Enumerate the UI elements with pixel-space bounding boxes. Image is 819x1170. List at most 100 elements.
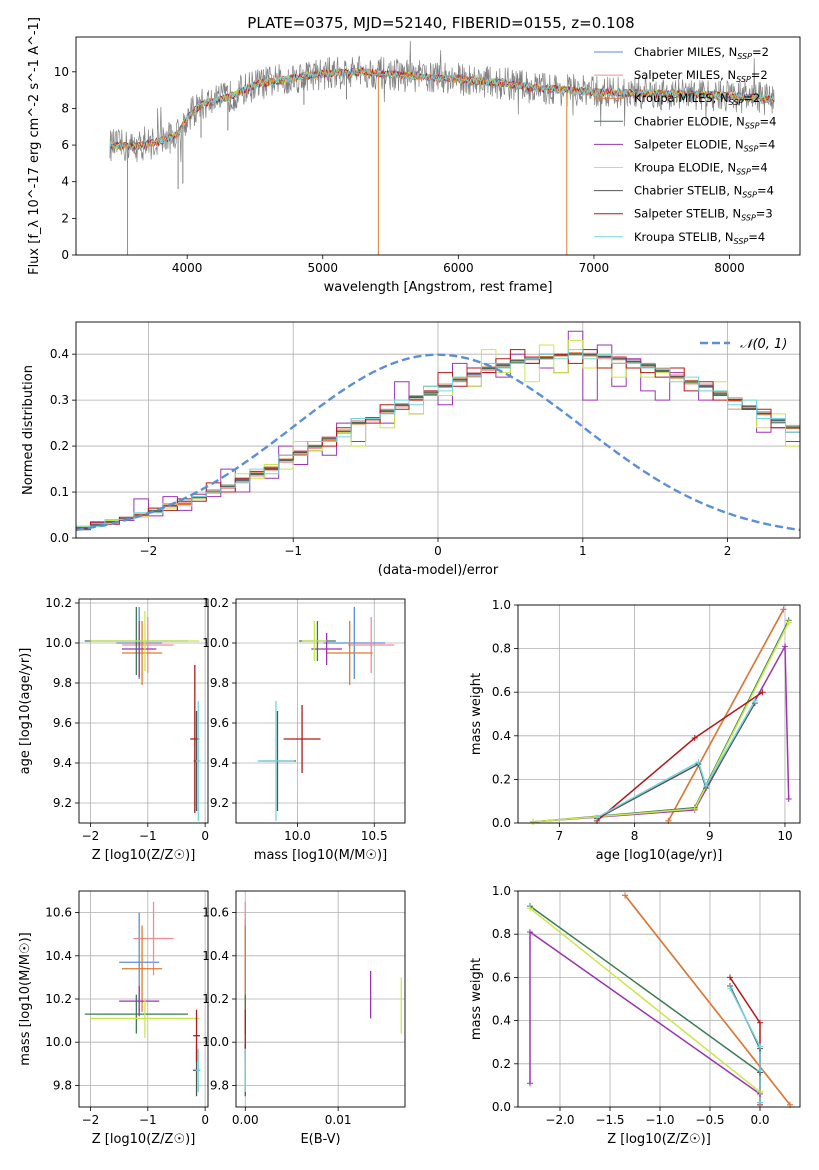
weight-line-salpeter-elodie [532, 643, 790, 823]
weight-marker [757, 1043, 763, 1050]
y-axis-label: age [log10(age/yr)] [18, 648, 33, 775]
y-tick-label: 10.0 [202, 1035, 229, 1049]
x-tick-label: −2 [82, 1113, 100, 1127]
spectrum-legend: Chabrier MILES, NSSP=2 Salpeter MILES, NS… [594, 45, 776, 246]
plot-area [84, 901, 201, 1097]
x-tick-label: 7 [556, 829, 564, 843]
weight-marker [527, 1080, 533, 1087]
weight-marker [727, 974, 733, 981]
plot-area [84, 607, 201, 821]
y-tick-label: 10.4 [202, 949, 229, 963]
y-tick-label: 10.0 [45, 636, 72, 650]
weight-marker [695, 758, 702, 765]
weight-line-chabrier-stelib [729, 985, 761, 1103]
weight-line-kroupa-miles [667, 609, 785, 822]
y-tick-label: 9.6 [53, 716, 72, 730]
weight-marker [757, 1088, 763, 1095]
x-tick-label: 4000 [172, 261, 203, 275]
plot-z_mass: −2 −1 0 9.8 10.0 10.2 10.4 10.6 Z [log10(Z/Z☉)] m… [18, 890, 209, 1147]
y-tick-label: 10.0 [202, 636, 229, 650]
weight-marker [757, 1099, 763, 1106]
y-tick-label: 6 [61, 138, 69, 152]
x-tick-label: 9 [706, 829, 714, 843]
plot-area [257, 607, 395, 821]
plot-residuals: −2 −1 0 1 2 0.0 0.1 0.2 0.3 0.4 (data-model)/error… [21, 321, 801, 578]
x-tick-label: 0 [434, 544, 442, 558]
x-tick-label: 10 [777, 829, 792, 843]
weight-marker [527, 905, 533, 912]
plot-area [109, 40, 775, 255]
y-tick-label: 0.8 [492, 642, 511, 656]
y-tick-label: 9.4 [53, 756, 72, 770]
x-tick-label: −1.0 [645, 1113, 674, 1127]
axes-frame [235, 890, 406, 1108]
histogram-kroupa-stelib [76, 349, 800, 538]
weight-marker [727, 985, 733, 992]
weight-marker [780, 606, 787, 613]
x-tick-label: 5000 [307, 261, 338, 275]
weight-line-kroupa-miles [624, 894, 791, 1106]
x-tick-label: −2.0 [545, 1113, 574, 1127]
legend-entry: Chabrier MILES, NSSP=2 [634, 45, 769, 61]
weight-marker [527, 929, 533, 936]
y-tick-label: 0.8 [492, 927, 511, 941]
x-tick-label: −0.5 [695, 1113, 724, 1127]
y-axis-label: Normed distribution [21, 365, 36, 495]
x-tick-label: 1 [579, 544, 587, 558]
histogram-salpeter-elodie [76, 330, 800, 538]
y-tick-label: 0.1 [50, 485, 69, 499]
y-tick-label: 10 [54, 65, 69, 79]
y-tick-label: 0.2 [50, 439, 69, 453]
plot-spectrum: 4000 5000 6000 7000 8000 0 2 4 6 8 10 wavelength [A… [27, 17, 801, 295]
x-axis-label: (data-model)/error [378, 563, 499, 578]
y-tick-label: 0.0 [492, 1100, 511, 1114]
x-tick-label: 0.00 [232, 1113, 259, 1127]
x-axis-label: Z [log10(Z/Z☉)] [607, 1132, 711, 1147]
y-tick-label: 10.2 [45, 992, 72, 1006]
y-tick-label: 0.4 [50, 347, 69, 361]
y-tick-label: 1.0 [492, 598, 511, 612]
y-tick-label: 9.6 [210, 716, 229, 730]
spectrum-kroupa-stelib [109, 67, 775, 151]
plot-ebv_mass: 0.00 0.01 9.8 10.0 10.2 10.4 10.6 E(B-V) [202, 890, 406, 1147]
x-tick-label: 8 [631, 829, 639, 843]
x-tick-label: −1.5 [595, 1113, 624, 1127]
weight-marker [757, 1067, 763, 1074]
x-tick-label: 6000 [443, 261, 474, 275]
legend-entry: 𝒩(0, 1) [740, 337, 787, 352]
y-axis-label: mass [log10(M/M☉)] [18, 932, 33, 1065]
x-tick-label: 8000 [714, 261, 745, 275]
weight-marker [691, 734, 698, 741]
legend-entry: Chabrier STELIB, NSSP=4 [634, 184, 774, 200]
legend-entry: Kroupa ELODIE, NSSP=4 [634, 161, 768, 177]
y-tick-label: 0.2 [492, 772, 511, 786]
weight-line-kroupa-stelib [596, 700, 756, 819]
y-tick-label: 10.4 [45, 949, 72, 963]
y-tick-label: 10.0 [45, 1035, 72, 1049]
y-tick-label: 0 [61, 248, 69, 262]
weight-marker [622, 892, 628, 899]
x-tick-label: 0 [201, 1113, 209, 1127]
weight-marker [757, 1019, 763, 1026]
y-tick-label: 0.0 [492, 816, 511, 830]
weight-marker [785, 796, 792, 803]
y-tick-label: 9.8 [210, 1078, 229, 1092]
x-axis-label: E(B-V) [300, 1132, 340, 1147]
plot-area [244, 901, 402, 1097]
histogram-salpeter-stelib [76, 349, 800, 538]
y-tick-label: 0.4 [492, 1014, 511, 1028]
weight-marker [691, 805, 698, 812]
x-tick-label: 10.0 [284, 829, 311, 843]
y-tick-label: 10.2 [45, 596, 72, 610]
weight-marker [785, 619, 792, 626]
y-tick-label: 10.6 [45, 906, 72, 920]
x-tick-label: −1 [139, 829, 157, 843]
y-tick-label: 10.2 [202, 596, 229, 610]
y-tick-label: 9.2 [53, 796, 72, 810]
weight-line-kroupa-elodie [529, 907, 761, 1093]
plot-z_age: −2 −1 0 9.2 9.4 9.6 9.8 10.0 10.2 Z [log10(Z/Z☉)]… [18, 596, 209, 863]
y-axis-label: mass weight [469, 958, 484, 1040]
y-tick-label: 4 [61, 175, 69, 189]
weight-line-kroupa-stelib [729, 987, 761, 1103]
